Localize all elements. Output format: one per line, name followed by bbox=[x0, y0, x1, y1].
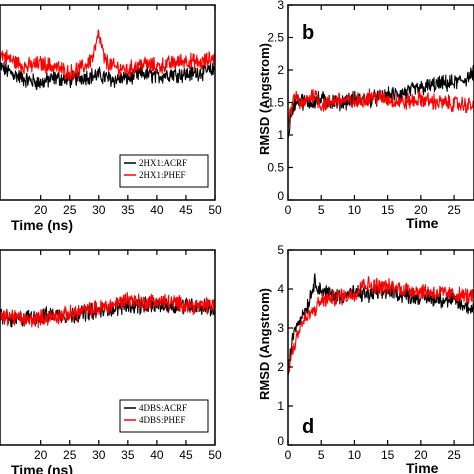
x-tick-label: 20 bbox=[34, 448, 48, 462]
x-tick-label: 20 bbox=[34, 203, 48, 217]
x-tick-label: 40 bbox=[150, 203, 164, 217]
y-tick-label: 2 bbox=[277, 360, 284, 374]
y-tick-label: 0.5 bbox=[267, 161, 284, 175]
series-line-2 bbox=[288, 88, 474, 131]
x-tick-label: 10 bbox=[348, 448, 362, 462]
x-tick-label: 35 bbox=[121, 448, 135, 462]
x-tick-label: 15 bbox=[381, 203, 395, 217]
y-tick-label: 2.5 bbox=[267, 31, 284, 45]
y-tick-label: 1 bbox=[277, 399, 284, 413]
legend-box bbox=[119, 154, 209, 188]
legend-entry: 4DBS:PHEF bbox=[139, 415, 186, 425]
series-group bbox=[288, 64, 474, 138]
plot-frame bbox=[0, 4, 216, 201]
x-tick-label: 0 bbox=[285, 203, 292, 217]
x-tick-label: 25 bbox=[63, 203, 77, 217]
x-tick-label: 45 bbox=[179, 448, 193, 462]
panel-letter: d bbox=[302, 416, 314, 438]
series-group bbox=[288, 273, 474, 376]
x-tick-label: 0 bbox=[285, 448, 292, 462]
panel-c: 20 25 30 35 40 45 50 Time (ns) 4DBS:ACRF 4DBS:PHE… bbox=[0, 249, 222, 474]
x-tick-label: 30 bbox=[92, 203, 106, 217]
y-axis-label: RMSD (Angstrom) bbox=[257, 43, 272, 155]
x-axis-label: Time (ns) bbox=[11, 217, 73, 233]
x-tick-label: 25 bbox=[447, 203, 461, 217]
panel-letter: b bbox=[302, 22, 314, 44]
legend-box bbox=[119, 399, 209, 433]
legend-entry: 4DBS:ACRF bbox=[139, 403, 187, 413]
y-tick-label: 1 bbox=[277, 128, 284, 142]
x-tick-label: 40 bbox=[150, 448, 164, 462]
legend-entry: 2HX1:ACRF bbox=[139, 158, 187, 168]
x-tick-label: 50 bbox=[208, 203, 222, 217]
series-group bbox=[0, 29, 215, 91]
panel-d: 0 5 10 15 20 25 0 1 2 3 4 5 Time RMSD (Angstrom) d bbox=[257, 243, 474, 474]
series-line-2 bbox=[288, 276, 474, 374]
x-tick-label: 45 bbox=[179, 203, 193, 217]
y-tick-label: 0 bbox=[277, 189, 284, 203]
x-tick-label: 20 bbox=[414, 448, 428, 462]
x-axis-label: Time (ns) bbox=[11, 462, 73, 474]
x-tick-label: 5 bbox=[318, 203, 325, 217]
legend: 2HX1:ACRF 2HX1:PHEF bbox=[119, 154, 209, 188]
x-tick-label: 10 bbox=[348, 203, 362, 217]
series-group bbox=[0, 291, 215, 329]
y-tick-label: 0 bbox=[277, 434, 284, 448]
x-tick-label: 15 bbox=[381, 448, 395, 462]
panel-b: 0 5 10 15 20 25 0 0.5 1 1.5 2 2.5 3 Time RMSD (Angstro… bbox=[257, 0, 474, 231]
panel-a: 20 25 30 35 40 45 50 Time (ns) 2HX1:ACRF 2HX1:PHE… bbox=[0, 4, 222, 233]
series-line-2 bbox=[0, 29, 215, 81]
y-tick-label: 3 bbox=[277, 0, 284, 12]
x-axis-label: Time bbox=[406, 460, 439, 474]
series-line-2 bbox=[0, 291, 215, 329]
plot-frame bbox=[0, 249, 216, 446]
x-tick-label: 25 bbox=[63, 448, 77, 462]
x-tick-label: 35 bbox=[121, 203, 135, 217]
y-tick-label: 2 bbox=[277, 63, 284, 77]
x-tick-label: 25 bbox=[447, 448, 461, 462]
legend-entry: 2HX1:PHEF bbox=[139, 170, 186, 180]
series-line-1 bbox=[0, 61, 215, 91]
x-tick-label: 50 bbox=[208, 448, 222, 462]
x-tick-label: 20 bbox=[414, 203, 428, 217]
plot-frame bbox=[287, 249, 474, 446]
legend: 4DBS:ACRF 4DBS:PHEF bbox=[119, 399, 209, 433]
y-tick-label: 3 bbox=[277, 321, 284, 335]
x-axis-label: Time bbox=[406, 215, 439, 231]
x-tick-label: 30 bbox=[92, 448, 106, 462]
y-tick-label: 5 bbox=[277, 243, 284, 257]
y-tick-label: 1.5 bbox=[267, 96, 284, 110]
y-axis-label: RMSD (Angstrom) bbox=[257, 288, 272, 400]
y-tick-label: 4 bbox=[277, 282, 284, 296]
x-tick-label: 5 bbox=[318, 448, 325, 462]
